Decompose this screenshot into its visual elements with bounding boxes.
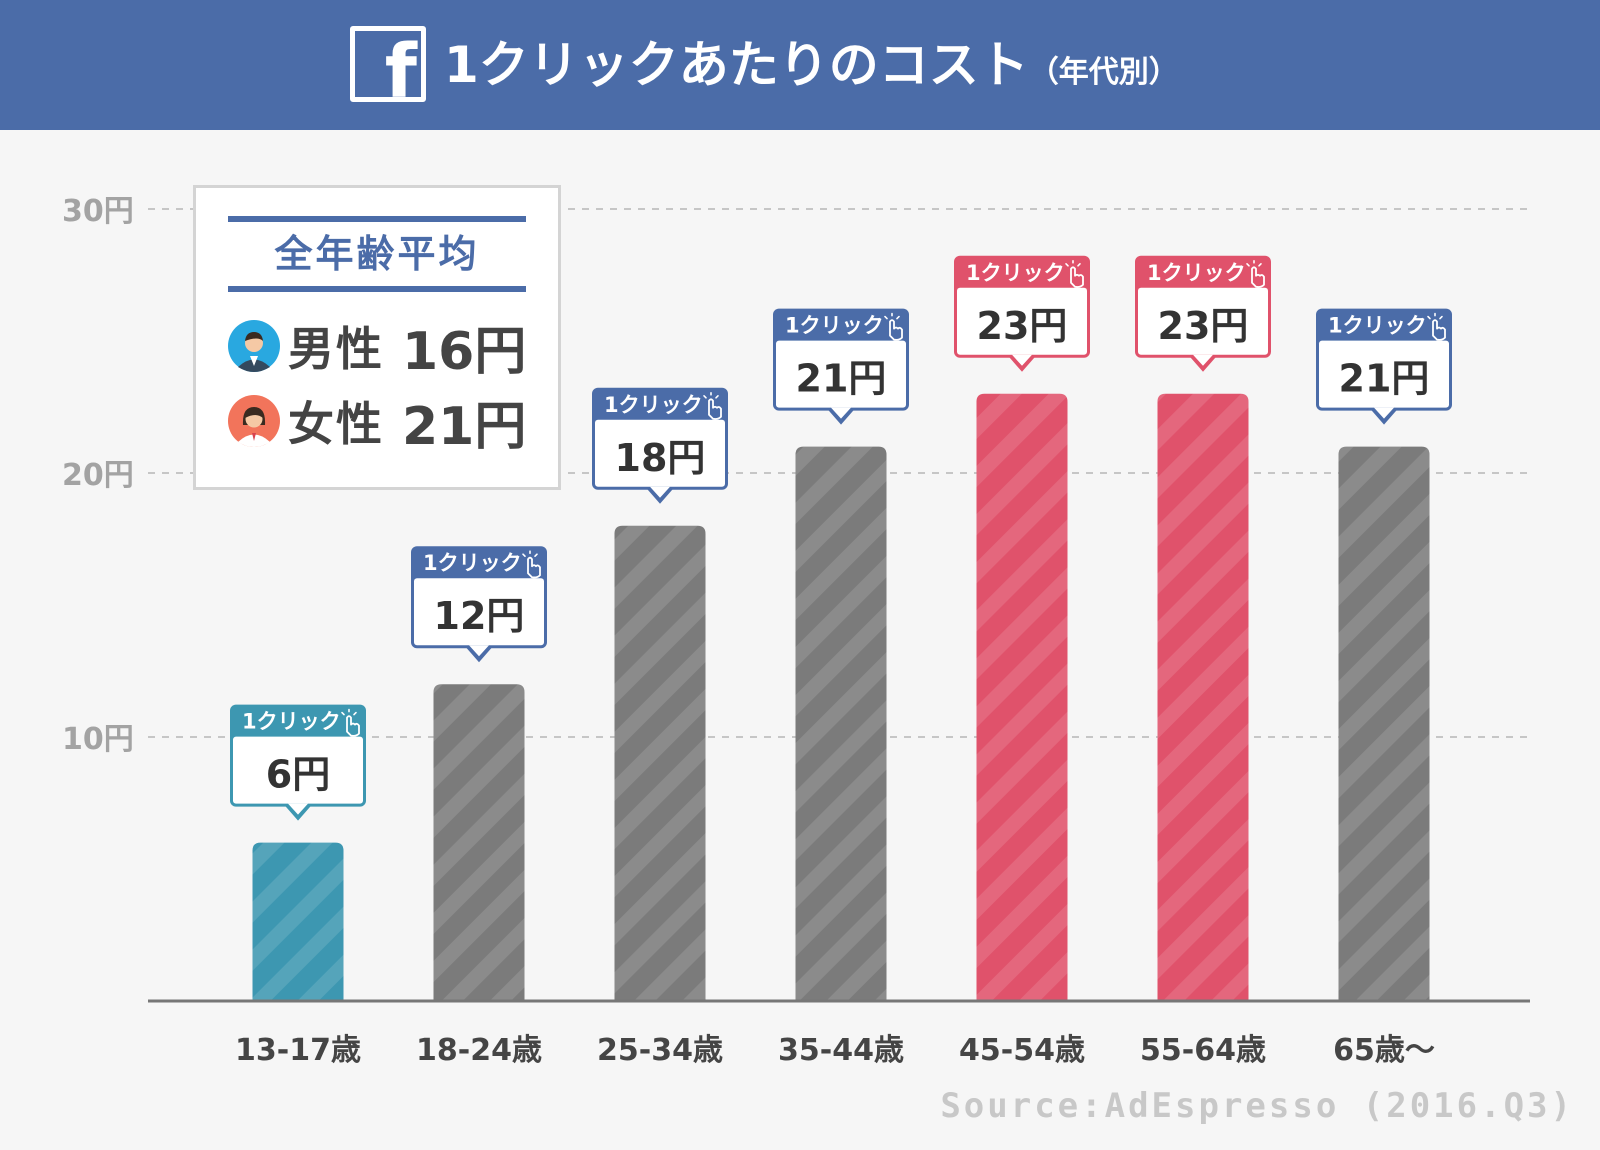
- bar-group: [252, 842, 344, 1001]
- tap-hand-icon: [1246, 259, 1265, 288]
- facebook-icon: f: [350, 26, 426, 102]
- value-bubble: 1クリック 23円: [954, 255, 1090, 372]
- title-main: 1クリックあたりのコスト: [444, 36, 1029, 94]
- page-title: 1クリックあたりのコスト（年代別）: [444, 30, 1179, 100]
- x-tick-label: 45-54歳: [959, 1033, 1085, 1068]
- tap-hand-icon: [341, 708, 360, 737]
- bar-stripes: [1157, 393, 1249, 1001]
- x-tick-label: 13-17歳: [235, 1033, 361, 1068]
- bar-stripes: [252, 842, 344, 1001]
- bubble-tag-label: 1クリック: [785, 314, 884, 338]
- bubble-pointer-inner: [1193, 354, 1213, 366]
- legend-female-value: 21円: [402, 396, 527, 457]
- y-tick-label: 30円: [62, 194, 134, 229]
- bar-group: [795, 446, 887, 1002]
- value-bubble: 1クリック 23円: [1135, 255, 1271, 372]
- legend-female-label: 女性: [288, 397, 384, 451]
- bubble-pointer-inner: [1012, 354, 1032, 366]
- title-sub: （年代別）: [1028, 55, 1179, 90]
- bar-group: [1338, 446, 1430, 1002]
- bubble-pointer-inner: [1374, 407, 1394, 419]
- bubble-body: [414, 578, 544, 646]
- value-bubble: 1クリック 6円: [230, 704, 366, 821]
- value-bubble: 1クリック 12円: [411, 546, 547, 663]
- value-bubble: 1クリック 18円: [592, 387, 728, 504]
- x-tick-label: 65歳〜: [1333, 1033, 1435, 1068]
- x-tick-label: 25-34歳: [597, 1033, 723, 1068]
- bubble-tag-label: 1クリック: [966, 261, 1065, 285]
- legend-male-label: 男性: [288, 322, 384, 376]
- tap-hand-icon: [522, 550, 541, 579]
- x-tick-label: 55-64歳: [1140, 1033, 1266, 1068]
- bar-stripes: [433, 684, 525, 1001]
- x-tick-label: 35-44歳: [778, 1033, 904, 1068]
- bar-group: [1157, 393, 1249, 1001]
- bar-stripes: [795, 446, 887, 1002]
- female-avatar-icon: [228, 395, 280, 447]
- legend-row-male: 男性 16円: [228, 316, 526, 382]
- tap-hand-icon: [1427, 312, 1446, 341]
- bubble-value-label: 12円: [434, 594, 525, 638]
- bubble-body: [1138, 287, 1268, 355]
- y-tick-label: 20円: [62, 458, 134, 493]
- bar-group: [976, 393, 1068, 1001]
- bubble-pointer-inner: [469, 645, 489, 657]
- bubble-value-label: 18円: [615, 436, 706, 480]
- bubble-value-label: 6円: [266, 753, 330, 797]
- bar-group: [614, 525, 706, 1001]
- bubble-pointer-inner: [650, 486, 670, 498]
- legend-male-value: 16円: [402, 321, 527, 382]
- value-bubble: 1クリック 21円: [773, 308, 909, 425]
- header-bar: f 1クリックあたりのコスト（年代別）: [0, 0, 1600, 130]
- tap-hand-icon: [884, 312, 903, 341]
- bubble-value-label: 21円: [1339, 357, 1430, 401]
- legend-row-female: 女性 21円: [228, 391, 526, 457]
- bar-stripes: [614, 525, 706, 1001]
- bubble-tag-label: 1クリック: [1328, 314, 1427, 338]
- bubble-body: [957, 287, 1087, 355]
- bubble-pointer-inner: [288, 803, 308, 815]
- value-bubble: 1クリック 21円: [1316, 308, 1452, 425]
- bubble-body: [776, 340, 906, 408]
- source-note: Source:AdEspresso (2016.Q3): [940, 1086, 1574, 1126]
- bubble-body: [595, 419, 725, 487]
- bubble-value-label: 23円: [977, 304, 1068, 348]
- facebook-logo-glyph: f: [384, 29, 417, 102]
- y-tick-label: 10円: [62, 722, 134, 757]
- bubble-value-label: 21円: [796, 357, 887, 401]
- bar-group: [433, 684, 525, 1001]
- bar-stripes: [976, 393, 1068, 1001]
- bubble-pointer-inner: [831, 407, 851, 419]
- x-tick-label: 18-24歳: [416, 1033, 542, 1068]
- tap-hand-icon: [703, 391, 722, 420]
- bubble-body: [233, 736, 363, 804]
- bubble-tag-label: 1クリック: [1147, 261, 1246, 285]
- bubble-body: [1319, 340, 1449, 408]
- bubble-tag-label: 1クリック: [242, 710, 341, 734]
- bubble-value-label: 23円: [1158, 304, 1249, 348]
- bubble-tag-label: 1クリック: [423, 551, 522, 575]
- legend-box: 全年齢平均 男性 16円 女性 21円: [193, 185, 561, 490]
- legend-title: 全年齢平均: [228, 216, 526, 292]
- male-avatar-icon: [228, 320, 280, 372]
- tap-hand-icon: [1065, 259, 1084, 288]
- bar-stripes: [1338, 446, 1430, 1002]
- bubble-tag-label: 1クリック: [604, 393, 703, 417]
